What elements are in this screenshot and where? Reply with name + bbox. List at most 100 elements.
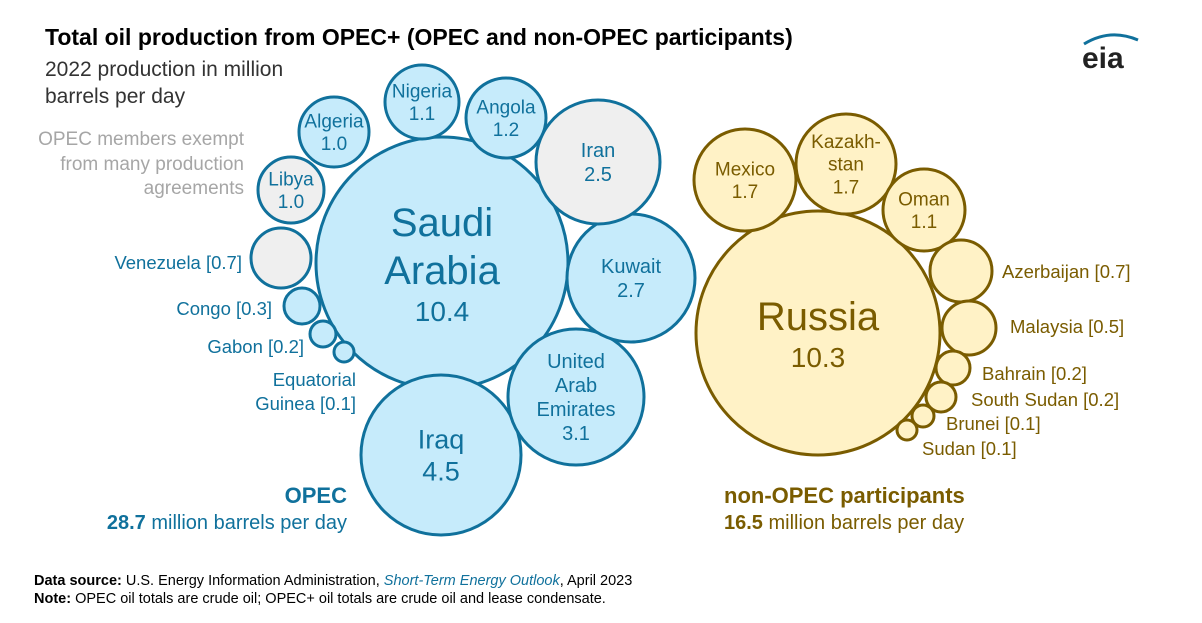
bubble-circle-congo [282,286,322,326]
bubble-label-sudan: Sudan [0.1] [922,438,1017,459]
chart-subtitle: 2022 production in million barrels per d… [45,58,284,108]
bubble-label-algeria: 1.0 [321,134,347,155]
bubble-circle-equatorial-guinea [332,340,356,364]
bubble-circle-iran [534,98,662,226]
bubble-circle-russia [694,209,942,457]
bubble-south-sudan: South Sudan [0.2] [924,380,1119,414]
chart-title: Total oil production from OPEC+ (OPEC an… [45,24,793,50]
bubble-label-united-arab-emirates: 3.1 [562,423,590,445]
nonopec-total-unit: million barrels per day [768,512,965,534]
bubble-circle-sudan [895,418,919,442]
bubble-label-nigeria: 1.1 [409,104,435,125]
bubble-label-south-sudan: South Sudan [0.2] [971,389,1119,410]
bubble-label-azerbaijan: Azerbaijan [0.7] [1002,261,1131,282]
nonopec-group-name: non-OPEC participants [724,483,965,508]
bubble-circle-gabon [308,319,338,349]
note: Note: OPEC oil totals are crude oil; OPE… [34,591,606,607]
data-source: Data source: U.S. Energy Information Adm… [34,573,633,589]
bubble-circle-angola [464,76,548,160]
bubble-label-united-arab-emirates: Emirates [537,399,616,421]
bubble-circle-bahrain [934,349,972,387]
bubble-venezuela: Venezuela [0.7] [114,226,313,290]
bubble-label-venezuela: Venezuela [0.7] [114,252,242,273]
bubble-label-saudi-arabia: 10.4 [415,296,470,327]
bubble-congo: Congo [0.3] [176,286,322,326]
bubble-circle-nigeria [383,63,461,141]
bubble-label-nigeria: Nigeria [392,81,453,102]
opec-total: OPEC 28.7 million barrels per day [107,483,347,535]
bubble-label-mexico: 1.7 [732,182,758,203]
bubble-label-united-arab-emirates: United [547,351,605,373]
bubble-label-malaysia: Malaysia [0.5] [1010,316,1124,337]
opec-total-unit: million barrels per day [151,512,347,534]
bubble-label-mexico: Mexico [715,159,775,180]
bubble-label-angola: 1.2 [493,120,519,141]
bubble-sudan: Sudan [0.1] [895,418,1017,459]
bubble-circle-south-sudan [924,380,958,414]
eia-logo: eia [1082,33,1139,72]
bubble-label-saudi-arabia: Arabia [384,249,500,293]
source-publication: Short-Term Energy Outlook [383,573,560,589]
bubble-label-united-arab-emirates: Arab [555,375,597,397]
exempt-note: OPEC members exempt from many production… [38,129,244,199]
bubble-label-iran: 2.5 [584,164,612,186]
bubble-circle-kazakhstan [794,112,898,216]
bubble-gabon: Gabon [0.2] [207,319,338,357]
bubble-label-brunei: Brunei [0.1] [946,413,1041,434]
bubble-label-kazakhstan: stan [828,155,864,176]
bubble-label-congo: Congo [0.3] [176,298,272,319]
bubble-label-angola: Angola [476,97,536,118]
bubble-bahrain: Bahrain [0.2] [934,349,1087,387]
bubble-circle-iraq [359,373,523,537]
svg-text:eia: eia [1082,42,1124,72]
bubble-circle-brunei [910,403,936,429]
bubble-label-libya: 1.0 [278,192,304,213]
opec-group-name: OPEC [284,483,347,508]
bubble-label-saudi-arabia: Saudi [391,201,493,245]
bubble-malaysia: Malaysia [0.5] [940,299,1124,357]
bubble-circle-azerbaijan [928,238,994,304]
bubble-label-gabon: Gabon [0.2] [207,336,304,357]
bubble-label-oman: Oman [898,189,950,210]
bubble-equatorial-guinea: Equatorial Guinea [0.1] [255,340,356,414]
bubble-label-iraq: 4.5 [422,457,460,487]
bubble-label-algeria: Algeria [304,111,364,132]
bubble-azerbaijan: Azerbaijan [0.7] [928,238,1131,304]
footer: Data source: U.S. Energy Information Adm… [34,572,632,608]
bubble-circle-venezuela [249,226,313,290]
bubble-circle-united-arab-emirates [506,327,646,467]
bubble-circle-oman [881,167,967,253]
bubble-circle-libya [256,155,326,225]
bubble-label-libya: Libya [268,169,314,190]
bubble-circle-mexico [692,127,798,233]
nonopec-total-value: 16.5 [724,512,763,534]
bubble-label-kuwait: Kuwait [601,256,661,278]
bubble-label-equatorial-guinea: Equatorial [273,369,356,390]
bubble-circle-algeria [297,95,371,169]
opec-total-value: 28.7 [106,512,146,534]
bubble-circle-malaysia [940,299,998,357]
bubble-label-bahrain: Bahrain [0.2] [982,363,1087,384]
bubble-label-russia: Russia [757,295,880,339]
bubble-brunei: Brunei [0.1] [910,403,1041,434]
bubble-label-russia: 10.3 [791,342,846,373]
bubble-label-oman: 1.1 [911,212,937,233]
bubble-label-kazakhstan: Kazakh- [811,132,881,153]
nonopec-total: non-OPEC participants 16.5 million barre… [724,483,965,535]
bubble-label-kazakhstan: 1.7 [833,177,859,198]
bubble-label-kuwait: 2.7 [617,280,645,302]
